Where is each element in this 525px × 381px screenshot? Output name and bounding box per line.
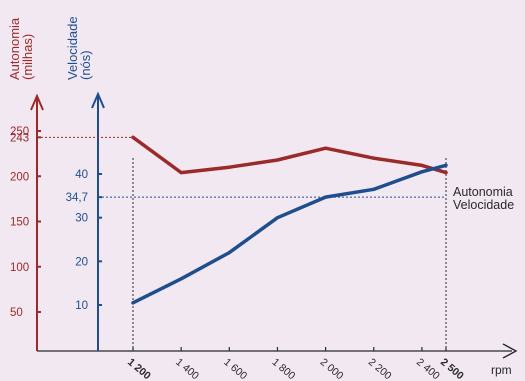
data-point-velocidade (131, 301, 135, 305)
x-axis-arrow (502, 343, 518, 359)
right-axis-title: Velocidade(nós) (65, 16, 93, 80)
right-tick-label: 10 (75, 300, 88, 312)
legend-label-velocidade: Velocidade (453, 198, 514, 212)
x-tick-label: 2 500 (438, 356, 466, 381)
x-tick-label: 1 200 (125, 356, 153, 381)
right-tick-label: 40 (75, 169, 88, 181)
left-tick-label: 150 (10, 217, 29, 229)
x-axis-label: rpm (491, 363, 512, 377)
right-tick-label: 30 (75, 213, 88, 225)
left-tick-label: 100 (10, 262, 29, 274)
left-axis-arrow (30, 93, 44, 111)
data-point-velocidade (444, 163, 448, 167)
data-point-velocidade (372, 187, 376, 191)
data-point-velocidade (420, 170, 424, 174)
data-point-velocidade (324, 195, 328, 199)
x-tick-label: 2 400 (414, 356, 442, 381)
data-point-autonomia (179, 171, 183, 175)
x-tick-label: 1 400 (173, 356, 201, 381)
right-axis-title-line: Velocidade (65, 16, 80, 80)
data-point-autonomia (324, 146, 328, 150)
left-axis-title: Autonomia(milhas) (7, 17, 35, 80)
data-point-velocidade (275, 216, 280, 220)
data-point-autonomia (131, 135, 135, 139)
x-tick-label: 1 800 (270, 356, 298, 381)
left-tick-label: 250 (10, 126, 29, 138)
left-axis-title-line: Autonomia (7, 17, 22, 80)
legend-label-autonomia: Autonomia (453, 185, 513, 199)
right-tick-label: 20 (75, 256, 88, 268)
data-point-velocidade (227, 251, 231, 255)
left-axis-title-line: (milhas) (20, 34, 35, 80)
data-point-autonomia (420, 163, 424, 167)
x-tick-label: 2 000 (318, 356, 346, 381)
right-tick-label: 34,7 (66, 192, 88, 204)
right-axis-arrow (91, 91, 105, 109)
x-tick-label: 2 200 (366, 356, 394, 381)
series-line-autonomia (131, 135, 448, 175)
left-tick-label: 50 (10, 307, 23, 319)
left-tick-label: 243 (10, 132, 29, 144)
x-tick-label: 1 600 (221, 356, 249, 381)
data-point-autonomia (444, 171, 448, 175)
series-line-velocidade (131, 163, 448, 305)
data-point-autonomia (372, 156, 376, 160)
data-point-autonomia (275, 158, 280, 162)
data-point-autonomia (227, 165, 231, 169)
right-axis-title-line: (nós) (78, 50, 93, 80)
left-tick-label: 200 (10, 171, 29, 183)
data-point-velocidade (179, 277, 183, 281)
